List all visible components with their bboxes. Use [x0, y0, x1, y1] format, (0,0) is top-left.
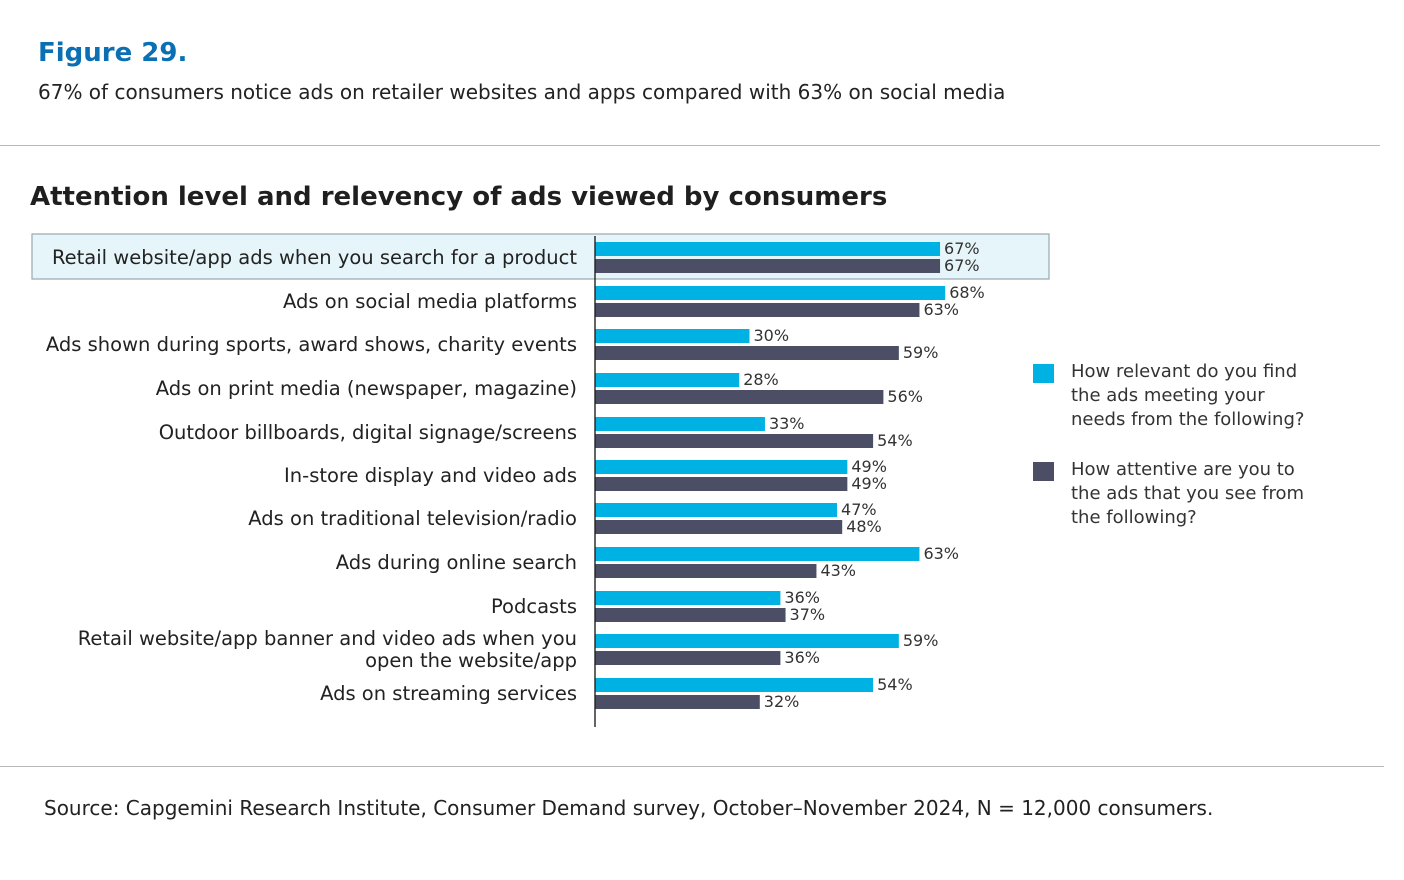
- category-label: Retail website/app ads when you search f…: [52, 246, 577, 269]
- legend-swatch-relevant: [1033, 364, 1054, 383]
- bar-attentive: [595, 303, 920, 317]
- category-label: Ads during online search: [336, 551, 577, 574]
- chart-legend: How relevant do you find the ads meeting…: [1033, 360, 1333, 556]
- category-label: Outdoor billboards, digital signage/scre…: [159, 421, 577, 444]
- bar-attentive: [595, 346, 899, 360]
- data-label-attentive: 54%: [877, 431, 913, 450]
- data-label-relevant: 49%: [851, 457, 887, 476]
- data-label-relevant: 47%: [841, 500, 877, 519]
- bar-relevant: [595, 329, 750, 343]
- legend-label-line: needs from the following?: [1071, 409, 1305, 430]
- data-label-relevant: 63%: [923, 544, 959, 563]
- bar-relevant: [595, 417, 765, 431]
- data-label-attentive: 49%: [851, 474, 887, 493]
- data-label-relevant: 68%: [949, 283, 985, 302]
- legend-item-relevant: How relevant do you find the ads meeting…: [1033, 360, 1333, 432]
- bar-relevant: [595, 460, 848, 474]
- data-label-relevant: 67%: [944, 239, 980, 258]
- figure-label: Figure 29.: [38, 38, 188, 68]
- bar-attentive: [595, 520, 843, 534]
- data-label-attentive: 32%: [764, 692, 800, 711]
- bottom-divider: [0, 766, 1384, 767]
- data-label-relevant: 59%: [903, 631, 939, 650]
- category-label: In-store display and video ads: [284, 464, 577, 487]
- legend-label-line: How attentive are you to: [1071, 459, 1295, 480]
- legend-label-attentive: How attentive are you to the ads that yo…: [1071, 458, 1333, 530]
- bar-attentive: [595, 564, 817, 578]
- top-divider: [0, 145, 1380, 146]
- data-label-attentive: 56%: [887, 387, 923, 406]
- data-label-relevant: 30%: [754, 326, 790, 345]
- data-label-relevant: 28%: [743, 370, 779, 389]
- bar-attentive: [595, 477, 848, 491]
- legend-swatch-attentive: [1033, 462, 1054, 481]
- figure-subtitle: 67% of consumers notice ads on retailer …: [38, 80, 1006, 104]
- data-label-relevant: 33%: [769, 414, 805, 433]
- data-label-attentive: 48%: [846, 517, 882, 536]
- data-label-relevant: 36%: [784, 588, 820, 607]
- bar-attentive: [595, 390, 884, 404]
- bar-relevant: [595, 547, 920, 561]
- data-label-attentive: 59%: [903, 343, 939, 362]
- data-label-attentive: 63%: [923, 300, 959, 319]
- data-label-relevant: 54%: [877, 675, 913, 694]
- legend-label-line: How relevant do you find: [1071, 361, 1298, 382]
- bar-relevant: [595, 242, 941, 256]
- legend-label-relevant: How relevant do you find the ads meeting…: [1071, 360, 1333, 432]
- chart-title: Attention level and relevency of ads vie…: [30, 182, 888, 212]
- bar-relevant: [595, 591, 781, 605]
- bar-relevant: [595, 286, 946, 300]
- legend-label-line: the following?: [1071, 507, 1197, 528]
- category-label: Ads on social media platforms: [283, 290, 577, 313]
- category-label: open the website/app: [365, 649, 577, 672]
- bar-relevant: [595, 373, 740, 387]
- category-label: Podcasts: [491, 595, 577, 618]
- bar-attentive: [595, 434, 874, 448]
- category-label: Ads on streaming services: [320, 682, 577, 705]
- legend-label-line: the ads that you see from: [1071, 483, 1305, 504]
- bar-chart: Retail website/app ads when you search f…: [31, 233, 1050, 727]
- category-label: Ads on traditional television/radio: [248, 507, 577, 530]
- category-label: Ads on print media (newspaper, magazine): [156, 377, 577, 400]
- bar-attentive: [595, 608, 786, 622]
- bar-relevant: [595, 678, 874, 692]
- bar-attentive: [595, 651, 781, 665]
- bar-relevant: [595, 634, 899, 648]
- source-note: Source: Capgemini Research Institute, Co…: [44, 796, 1214, 820]
- bar-attentive: [595, 259, 941, 273]
- category-label: Ads shown during sports, award shows, ch…: [46, 333, 577, 356]
- data-label-attentive: 37%: [790, 605, 826, 624]
- category-label: Retail website/app banner and video ads …: [78, 627, 577, 650]
- legend-label-line: the ads meeting your: [1071, 385, 1265, 406]
- bar-relevant: [595, 503, 838, 517]
- data-label-attentive: 43%: [820, 561, 856, 580]
- bar-attentive: [595, 695, 760, 709]
- legend-item-attentive: How attentive are you to the ads that yo…: [1033, 458, 1333, 530]
- data-label-attentive: 67%: [944, 256, 980, 275]
- data-label-attentive: 36%: [784, 648, 820, 667]
